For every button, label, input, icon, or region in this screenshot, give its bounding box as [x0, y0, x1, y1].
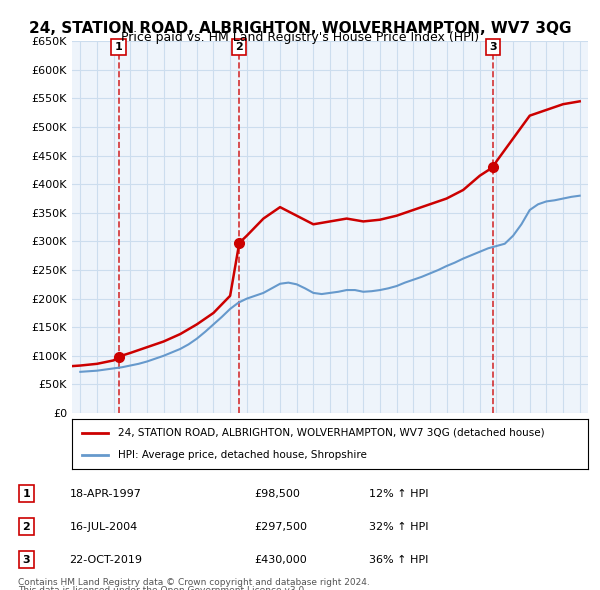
Text: 1: 1 [23, 489, 30, 499]
Text: 22-OCT-2019: 22-OCT-2019 [70, 555, 143, 565]
Text: £98,500: £98,500 [254, 489, 300, 499]
Text: 2: 2 [235, 42, 243, 52]
Text: 3: 3 [490, 42, 497, 52]
Text: HPI: Average price, detached house, Shropshire: HPI: Average price, detached house, Shro… [118, 450, 367, 460]
Text: 3: 3 [23, 555, 30, 565]
Text: 12% ↑ HPI: 12% ↑ HPI [369, 489, 428, 499]
Text: 16-JUL-2004: 16-JUL-2004 [70, 522, 138, 532]
Text: £430,000: £430,000 [254, 555, 307, 565]
Text: 24, STATION ROAD, ALBRIGHTON, WOLVERHAMPTON, WV7 3QG (detached house): 24, STATION ROAD, ALBRIGHTON, WOLVERHAMP… [118, 428, 545, 438]
Text: Contains HM Land Registry data © Crown copyright and database right 2024.: Contains HM Land Registry data © Crown c… [18, 578, 370, 587]
Text: £297,500: £297,500 [254, 522, 307, 532]
Text: 36% ↑ HPI: 36% ↑ HPI [369, 555, 428, 565]
Text: 2: 2 [23, 522, 30, 532]
Text: 32% ↑ HPI: 32% ↑ HPI [369, 522, 428, 532]
Text: This data is licensed under the Open Government Licence v3.0.: This data is licensed under the Open Gov… [18, 586, 307, 590]
Text: 1: 1 [115, 42, 122, 52]
Text: 24, STATION ROAD, ALBRIGHTON, WOLVERHAMPTON, WV7 3QG: 24, STATION ROAD, ALBRIGHTON, WOLVERHAMP… [29, 21, 571, 35]
Text: Price paid vs. HM Land Registry's House Price Index (HPI): Price paid vs. HM Land Registry's House … [121, 31, 479, 44]
Text: 18-APR-1997: 18-APR-1997 [70, 489, 142, 499]
